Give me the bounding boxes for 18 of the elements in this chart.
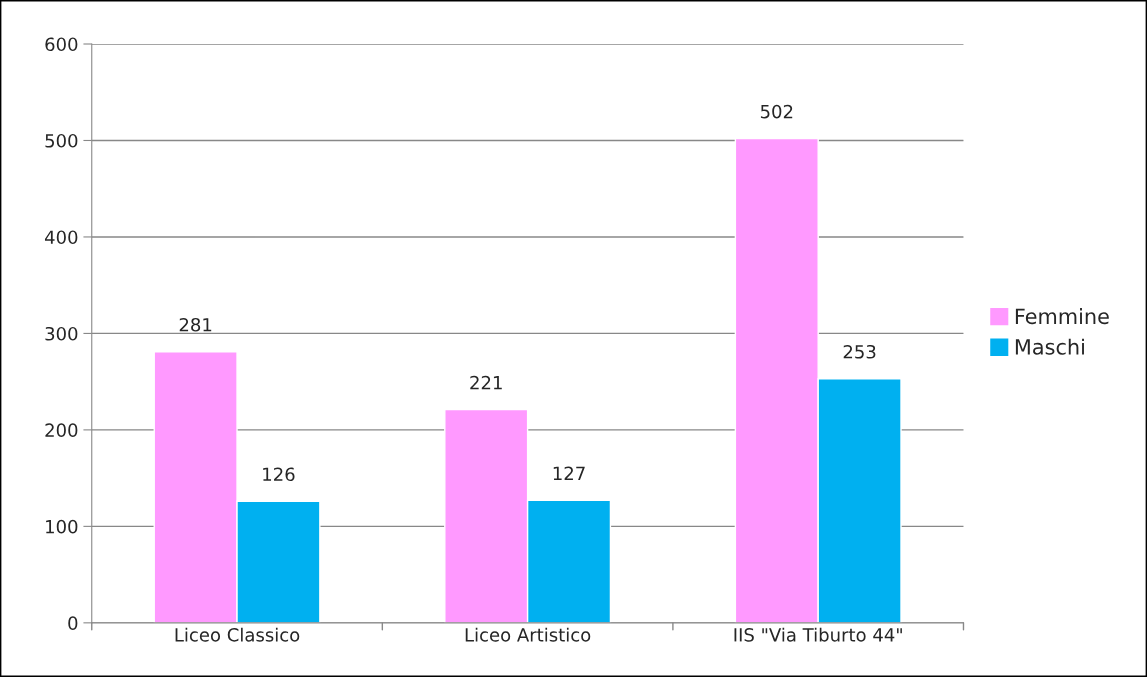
legend-label: Femmine	[1015, 308, 1109, 325]
y-tick-label: 500	[45, 133, 78, 148]
data-label: 502	[760, 104, 793, 119]
y-tick-label: 100	[46, 519, 78, 534]
data-label: 221	[470, 375, 502, 390]
y-tick-label: 300	[45, 326, 78, 341]
x-tick-label: Liceo Classico	[175, 627, 300, 642]
y-tick-label: 400	[44, 230, 78, 245]
data-label: 281	[179, 317, 212, 332]
data-label: 126	[263, 467, 295, 482]
legend-label: Maschi	[1015, 338, 1084, 355]
data-label: 127	[553, 466, 585, 480]
x-tick-label: Liceo Artistico	[465, 627, 591, 642]
data-label: 253	[843, 344, 876, 359]
x-tick-label: IIS "Via Tiburto 44"	[734, 627, 902, 642]
y-tick-label: 200	[45, 423, 78, 438]
y-tick-label: 0	[68, 616, 78, 630]
y-tick-label: 600	[45, 37, 78, 52]
